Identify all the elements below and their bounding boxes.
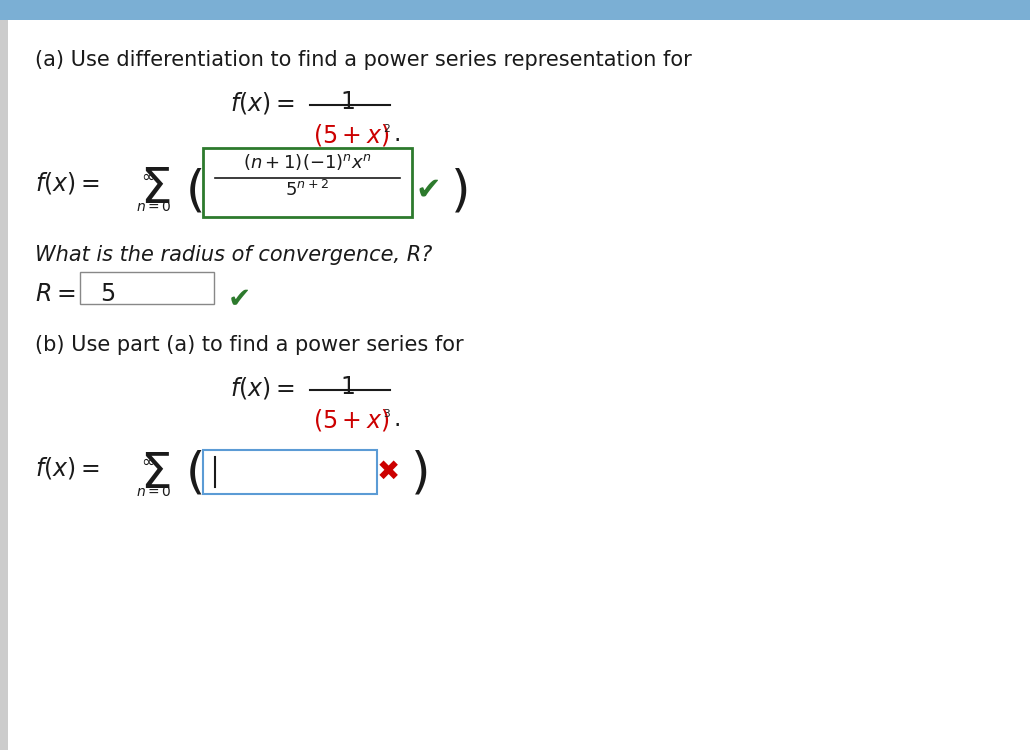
Text: $(5 + x)$: $(5 + x)$ (313, 122, 389, 148)
Text: $\Sigma$: $\Sigma$ (140, 450, 170, 498)
Text: $^3$: $^3$ (383, 410, 391, 425)
Text: $f(x) =$: $f(x) =$ (230, 90, 295, 116)
Text: $)$: $)$ (410, 450, 427, 498)
Text: (b) Use part (a) to find a power series for: (b) Use part (a) to find a power series … (35, 335, 464, 355)
Text: $\Sigma$: $\Sigma$ (140, 165, 170, 213)
Text: $R =$: $R =$ (35, 282, 75, 306)
FancyBboxPatch shape (80, 272, 214, 304)
Text: What is the radius of convergence, R?: What is the radius of convergence, R? (35, 245, 433, 265)
Text: $f(x) =$: $f(x) =$ (35, 455, 100, 481)
Text: $.$: $.$ (393, 122, 400, 146)
FancyBboxPatch shape (203, 450, 377, 494)
Text: $.$: $.$ (393, 407, 400, 431)
Text: $(5 + x)$: $(5 + x)$ (313, 407, 389, 433)
Text: $($: $($ (185, 450, 203, 498)
Text: ✖: ✖ (376, 458, 400, 486)
Text: (a) Use differentiation to find a power series representation for: (a) Use differentiation to find a power … (35, 50, 692, 70)
Text: $^2$: $^2$ (383, 125, 390, 140)
FancyBboxPatch shape (0, 0, 1030, 20)
Text: $f(x) =$: $f(x) =$ (35, 170, 100, 196)
Text: $($: $($ (185, 167, 203, 215)
FancyBboxPatch shape (0, 20, 8, 750)
Text: $5$: $5$ (100, 282, 115, 306)
Text: ✔: ✔ (415, 175, 441, 204)
Text: $)$: $)$ (450, 167, 468, 215)
Text: $\infty$: $\infty$ (141, 452, 156, 470)
Text: $(n+1)(-1)^n x^n$: $(n+1)(-1)^n x^n$ (243, 152, 372, 172)
Text: $1$: $1$ (340, 90, 354, 114)
Text: $f(x) =$: $f(x) =$ (230, 375, 295, 401)
Text: $1$: $1$ (340, 375, 354, 399)
Text: $n = 0$: $n = 0$ (136, 485, 172, 499)
Text: ✔: ✔ (228, 285, 251, 313)
FancyBboxPatch shape (203, 148, 412, 217)
Text: $\infty$: $\infty$ (141, 167, 156, 185)
Text: $5^{n+2}$: $5^{n+2}$ (285, 180, 329, 200)
Text: $n = 0$: $n = 0$ (136, 200, 172, 214)
FancyBboxPatch shape (8, 20, 1030, 750)
